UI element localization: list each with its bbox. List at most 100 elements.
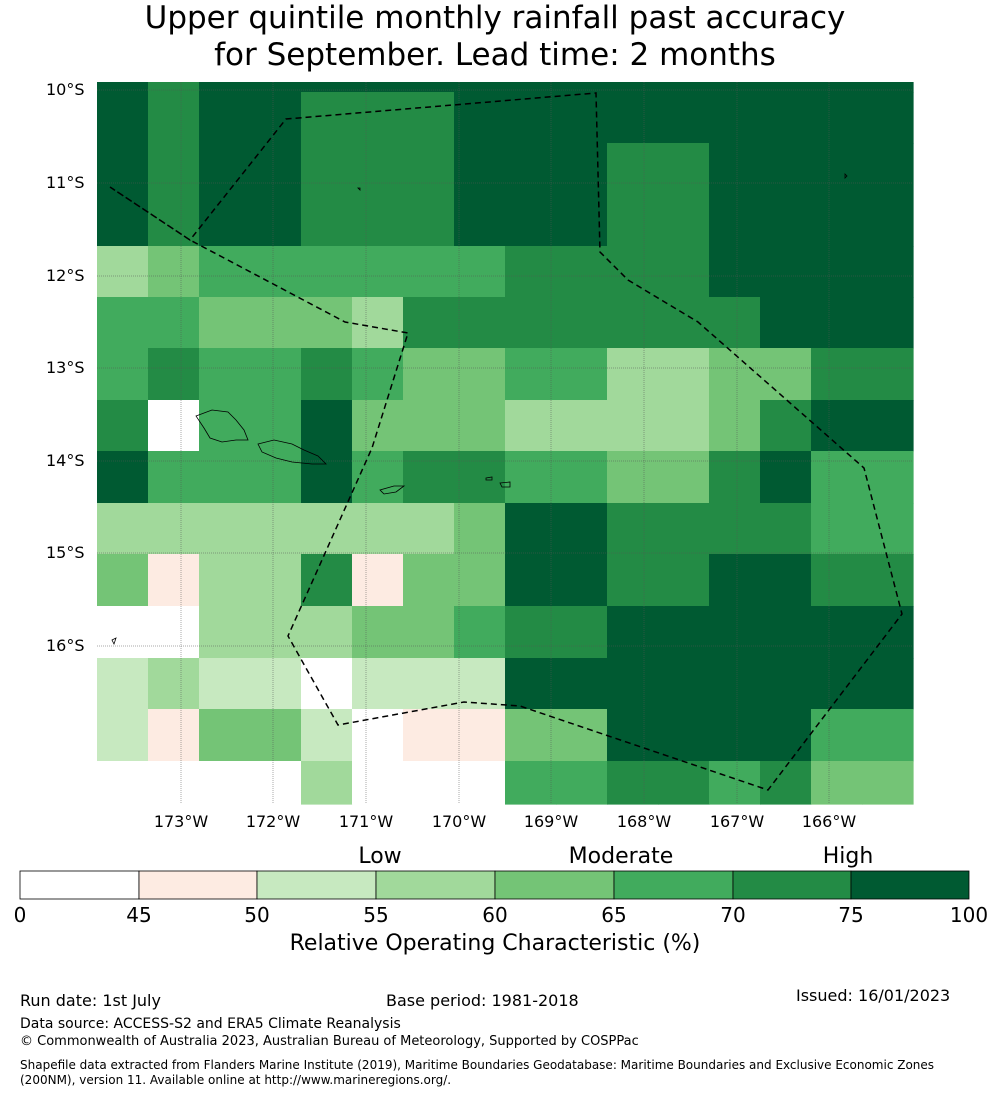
grid-cell bbox=[760, 348, 812, 401]
grid-cell bbox=[250, 297, 302, 349]
grid-cell bbox=[760, 92, 812, 144]
grid-cell bbox=[760, 658, 812, 710]
grid-cell bbox=[658, 297, 710, 349]
savaii-island-outline bbox=[257, 439, 327, 465]
grid-cell bbox=[97, 606, 149, 659]
grid-cell bbox=[352, 554, 404, 607]
grid-cell bbox=[760, 606, 812, 659]
title-line-2: for September. Lead time: 2 months bbox=[214, 37, 776, 73]
grid-cell bbox=[760, 709, 812, 762]
grid-cell bbox=[658, 451, 710, 504]
grid-cell bbox=[505, 503, 557, 555]
lat-label: 13°S bbox=[46, 358, 85, 377]
grid-cell bbox=[199, 348, 251, 401]
colorbar bbox=[19, 870, 970, 900]
grid-cell bbox=[454, 658, 506, 710]
grid-cell bbox=[556, 761, 608, 805]
run-date: Run date: 1st July bbox=[20, 991, 161, 1010]
grid-cell bbox=[250, 503, 302, 555]
grid-cell bbox=[454, 554, 506, 607]
lat-label: 11°S bbox=[46, 173, 85, 192]
grid-cell bbox=[556, 297, 608, 349]
lon-label: 168°W bbox=[616, 812, 672, 831]
issued-date: Issued: 16/01/2023 bbox=[796, 986, 951, 1005]
grid-cell bbox=[454, 246, 506, 298]
small-island-outline-3 bbox=[844, 173, 848, 179]
lat-label: 16°S bbox=[46, 636, 85, 655]
grid-cell bbox=[556, 82, 608, 93]
grid-cell bbox=[556, 554, 608, 607]
grid-cell bbox=[505, 554, 557, 607]
grid-cell bbox=[148, 554, 200, 607]
grid-cell bbox=[97, 451, 149, 504]
grid-cell bbox=[199, 82, 251, 93]
small-island-outline-1 bbox=[111, 637, 117, 646]
grid-cell bbox=[760, 503, 812, 555]
lon-label: 166°W bbox=[801, 812, 857, 831]
colorbar-segment bbox=[732, 870, 852, 900]
grid-cell bbox=[199, 606, 251, 659]
grid-cell bbox=[556, 503, 608, 555]
grid-cell bbox=[199, 92, 251, 144]
grid-cell bbox=[403, 451, 455, 504]
shapefile-credit-line-2: (200NM), version 11. Available online at… bbox=[20, 1073, 452, 1087]
grid-cell bbox=[148, 143, 200, 247]
grid-cell bbox=[97, 92, 149, 144]
grid-cell bbox=[760, 761, 812, 805]
grid-cell bbox=[505, 400, 557, 452]
grid-cell bbox=[250, 606, 302, 659]
colorbar-tick: 50 bbox=[244, 903, 270, 927]
grid-cell bbox=[862, 554, 914, 607]
grid-cell bbox=[199, 451, 251, 504]
grid-cell bbox=[556, 246, 608, 298]
grid-cell bbox=[760, 400, 812, 452]
grid-cell bbox=[301, 400, 353, 452]
grid-cell bbox=[403, 554, 455, 607]
grid-cell bbox=[454, 451, 506, 504]
grid-cell bbox=[607, 606, 659, 659]
grid-cell bbox=[403, 348, 455, 401]
grid-cell bbox=[658, 143, 710, 247]
grid-cell bbox=[505, 143, 557, 247]
grid-cell bbox=[709, 451, 761, 504]
colorbar-segment bbox=[850, 870, 970, 900]
grid-cell bbox=[250, 761, 302, 805]
grid-cell bbox=[658, 761, 710, 805]
grid-cell bbox=[658, 348, 710, 401]
grid-cell bbox=[301, 348, 353, 401]
grid-cell bbox=[505, 92, 557, 144]
grid-cell bbox=[97, 709, 149, 762]
grid-cell bbox=[862, 143, 914, 247]
colorbar-segment bbox=[375, 870, 496, 900]
grid-cell bbox=[556, 451, 608, 504]
grid-cell bbox=[556, 606, 608, 659]
grid-cell bbox=[148, 400, 200, 452]
grid-cell bbox=[250, 554, 302, 607]
grid-cell bbox=[607, 503, 659, 555]
grid-cell bbox=[199, 554, 251, 607]
colorbar-segment bbox=[19, 870, 140, 900]
tutuila-island-outline bbox=[379, 485, 406, 495]
grid-cell bbox=[811, 709, 863, 762]
grid-cell bbox=[352, 348, 404, 401]
grid-cell bbox=[760, 554, 812, 607]
colorbar-tick: 75 bbox=[838, 903, 864, 927]
grid-cell bbox=[250, 348, 302, 401]
grid-cell bbox=[454, 761, 506, 805]
title-line-1: Upper quintile monthly rainfall past acc… bbox=[144, 0, 846, 36]
grid-cell bbox=[709, 503, 761, 555]
grid-cell bbox=[811, 658, 863, 710]
grid-cell bbox=[505, 348, 557, 401]
grid-cell bbox=[199, 400, 251, 452]
grid-cell bbox=[352, 658, 404, 710]
lon-label: 169°W bbox=[523, 812, 579, 831]
grid-cell bbox=[148, 82, 200, 93]
grid-cell bbox=[760, 143, 812, 247]
grid-cell bbox=[709, 82, 761, 93]
category-moderate: Moderate bbox=[568, 844, 674, 869]
lon-label: 172°W bbox=[245, 812, 301, 831]
colorbar-segment bbox=[138, 870, 258, 900]
grid-cell bbox=[352, 400, 404, 452]
grid-cell bbox=[709, 761, 761, 805]
grid-cell bbox=[250, 451, 302, 504]
